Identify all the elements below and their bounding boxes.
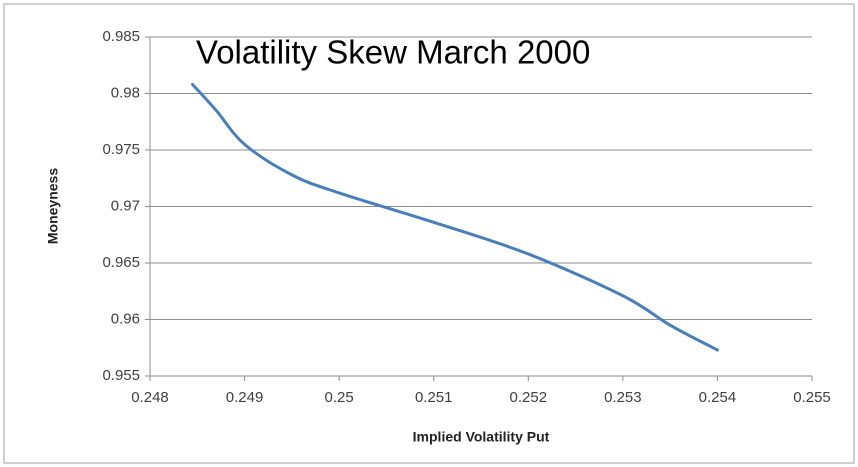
y-tick-label: 0.985 (102, 28, 140, 45)
y-tick-label: 0.96 (111, 310, 140, 327)
x-tick-label: 0.254 (699, 389, 737, 406)
chart-frame (3, 3, 855, 464)
y-tick-label: 0.97 (111, 197, 140, 214)
x-tick-label: 0.252 (510, 389, 548, 406)
y-tick-label: 0.955 (102, 367, 140, 384)
x-tick-label: 0.248 (131, 389, 169, 406)
y-tick-label: 0.98 (111, 84, 140, 101)
x-tick-label: 0.249 (226, 389, 264, 406)
y-tick-label: 0.975 (102, 141, 140, 158)
y-tick-label: 0.965 (102, 254, 140, 271)
series-line (191, 82, 719, 352)
x-tick-label: 0.25 (325, 389, 354, 406)
x-tick-label: 0.251 (415, 389, 453, 406)
y-axis-label: Moneyness (45, 168, 61, 244)
chart-title: Volatility Skew March 2000 (196, 34, 590, 71)
x-tick-label: 0.255 (793, 389, 831, 406)
x-tick-label: 0.253 (604, 389, 642, 406)
x-axis-label: Implied Volatility Put (413, 429, 550, 445)
